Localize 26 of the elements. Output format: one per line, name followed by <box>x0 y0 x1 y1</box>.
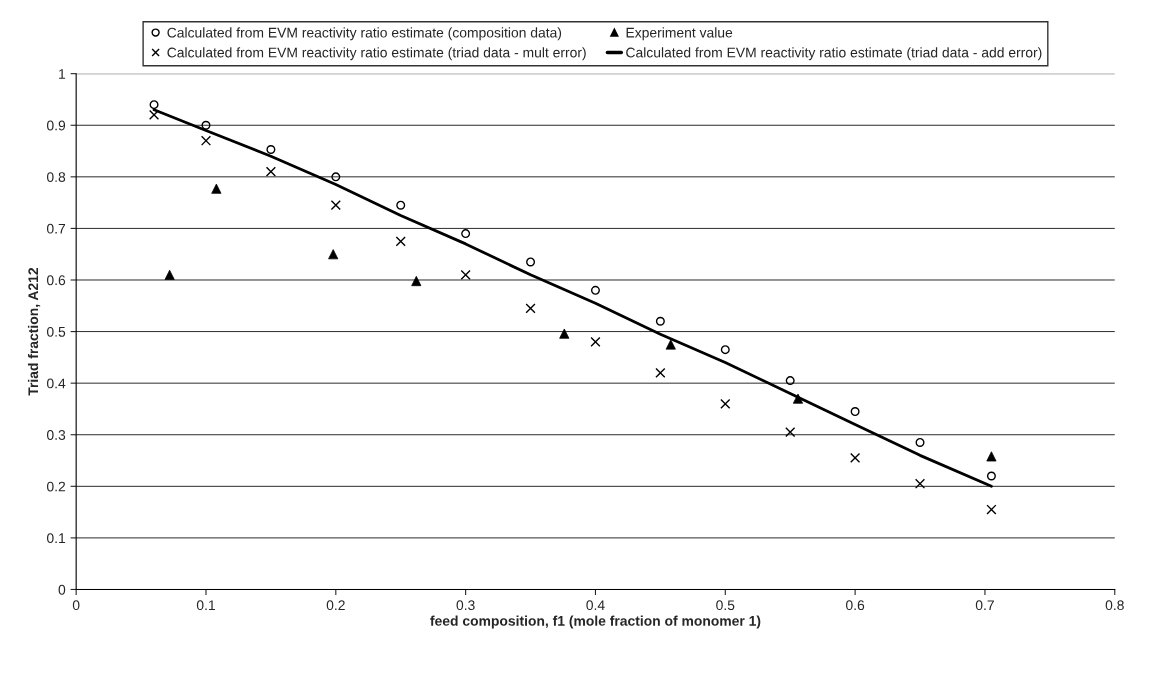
y-tick-label: 0.3 <box>46 430 66 440</box>
x-axis-title: feed composition, f1 (mole fraction of monomer 1) <box>430 615 761 629</box>
legend-label: Calculated from EVM reactivity ratio estimate (triad data - mult error) <box>167 47 586 61</box>
y-tick-label: 0 <box>58 584 66 595</box>
y-tick-label: 0.2 <box>46 481 66 492</box>
legend-label: Calculated from EVM reactivity ratio estimate (composition data) <box>167 27 562 41</box>
x-tick-label: 0.6 <box>846 600 865 611</box>
x-tick-label: 0 <box>72 600 80 611</box>
x-tick-label: 0.1 <box>196 600 215 611</box>
legend-label: Experiment value <box>626 27 733 41</box>
y-tick-label: 0.7 <box>46 223 66 234</box>
x-tick-label: 0.5 <box>716 600 735 611</box>
x-tick-label: 0.3 <box>456 600 475 611</box>
legend-label: Calculated from EVM reactivity ratio estimate (triad data - add error) <box>626 47 1042 61</box>
y-tick-label: 0.6 <box>46 275 66 286</box>
x-tick-label: 0.8 <box>1105 600 1124 611</box>
y-tick-label: 0.9 <box>46 120 66 131</box>
y-axis-title: Triad fraction, A212 <box>27 267 41 396</box>
y-tick-label: 0.4 <box>46 378 66 389</box>
y-tick-label: 0.1 <box>46 533 66 544</box>
x-tick-label: 0.7 <box>975 600 994 611</box>
x-tick-label: 0.4 <box>586 600 605 611</box>
x-tick-label: 0.2 <box>326 600 345 611</box>
y-tick-label: 1 <box>59 69 66 79</box>
y-tick-label: 0.5 <box>46 326 66 337</box>
y-tick-label: 0.8 <box>46 172 66 183</box>
